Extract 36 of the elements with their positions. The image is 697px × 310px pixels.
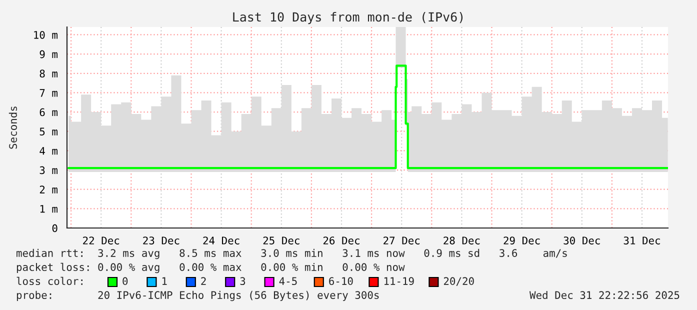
x-tick-label: 27 Dec <box>384 236 420 244</box>
y-tick-label: 4 m <box>40 147 58 155</box>
x-tick-label: 25 Dec <box>263 236 300 244</box>
y-tick-label: 1 m <box>40 205 58 213</box>
text: 4-5 <box>279 277 297 286</box>
x-tick-label: 28 Dec <box>444 236 480 244</box>
text: packet loss: 0.00 % avg 0.00 % max 0.00 % min 0.00 % now <box>16 262 405 274</box>
text: 2 <box>201 277 206 285</box>
text: 11-19 <box>384 277 414 286</box>
text: median rtt: 3.2 ms avg 8.5 ms max 3.0 ms min 3.1 ms now 0.9 ms sd 3.6 am/s <box>16 248 567 260</box>
x-tick-label: 29 Dec <box>504 236 540 244</box>
x-tick-label: 30 Dec <box>564 236 600 244</box>
text: loss color: <box>16 276 82 286</box>
text: probe: 20 IPv6-ICMP Echo Pings (56 Bytes) every 300s <box>16 290 379 302</box>
y-tick-label: 3 m <box>40 166 58 174</box>
x-tick-label: 26 Dec <box>323 236 360 244</box>
y-tick-label: 0 <box>52 224 58 232</box>
text: 0 <box>122 277 128 286</box>
text: Wed Dec 31 22:22:56 2025 <box>529 290 680 300</box>
text: 20/20 <box>444 277 474 286</box>
y-tick-label: 5 m <box>40 128 58 136</box>
y-tick-label: 2 m <box>40 186 58 194</box>
x-tick-label: 24 Dec <box>203 236 240 244</box>
y-tick-label: 10 m <box>34 30 58 39</box>
x-tick-label: 31 Dec <box>624 236 660 244</box>
text: 3 <box>240 277 246 286</box>
y-tick-label: 9 m <box>40 50 58 58</box>
x-tick-label: 23 Dec <box>143 236 180 244</box>
chart-title: Last 10 Days from mon-de (IPv6) <box>233 12 463 24</box>
x-tick-label: 22 Dec <box>83 236 120 244</box>
y-tick-label: 8 m <box>40 70 58 78</box>
y-axis-title: Seconds <box>8 106 17 149</box>
y-tick-label: 6 m <box>40 108 58 116</box>
text: 1 <box>162 277 167 285</box>
y-tick-label: 7 m <box>40 89 58 97</box>
text: 6-10 <box>329 277 353 286</box>
